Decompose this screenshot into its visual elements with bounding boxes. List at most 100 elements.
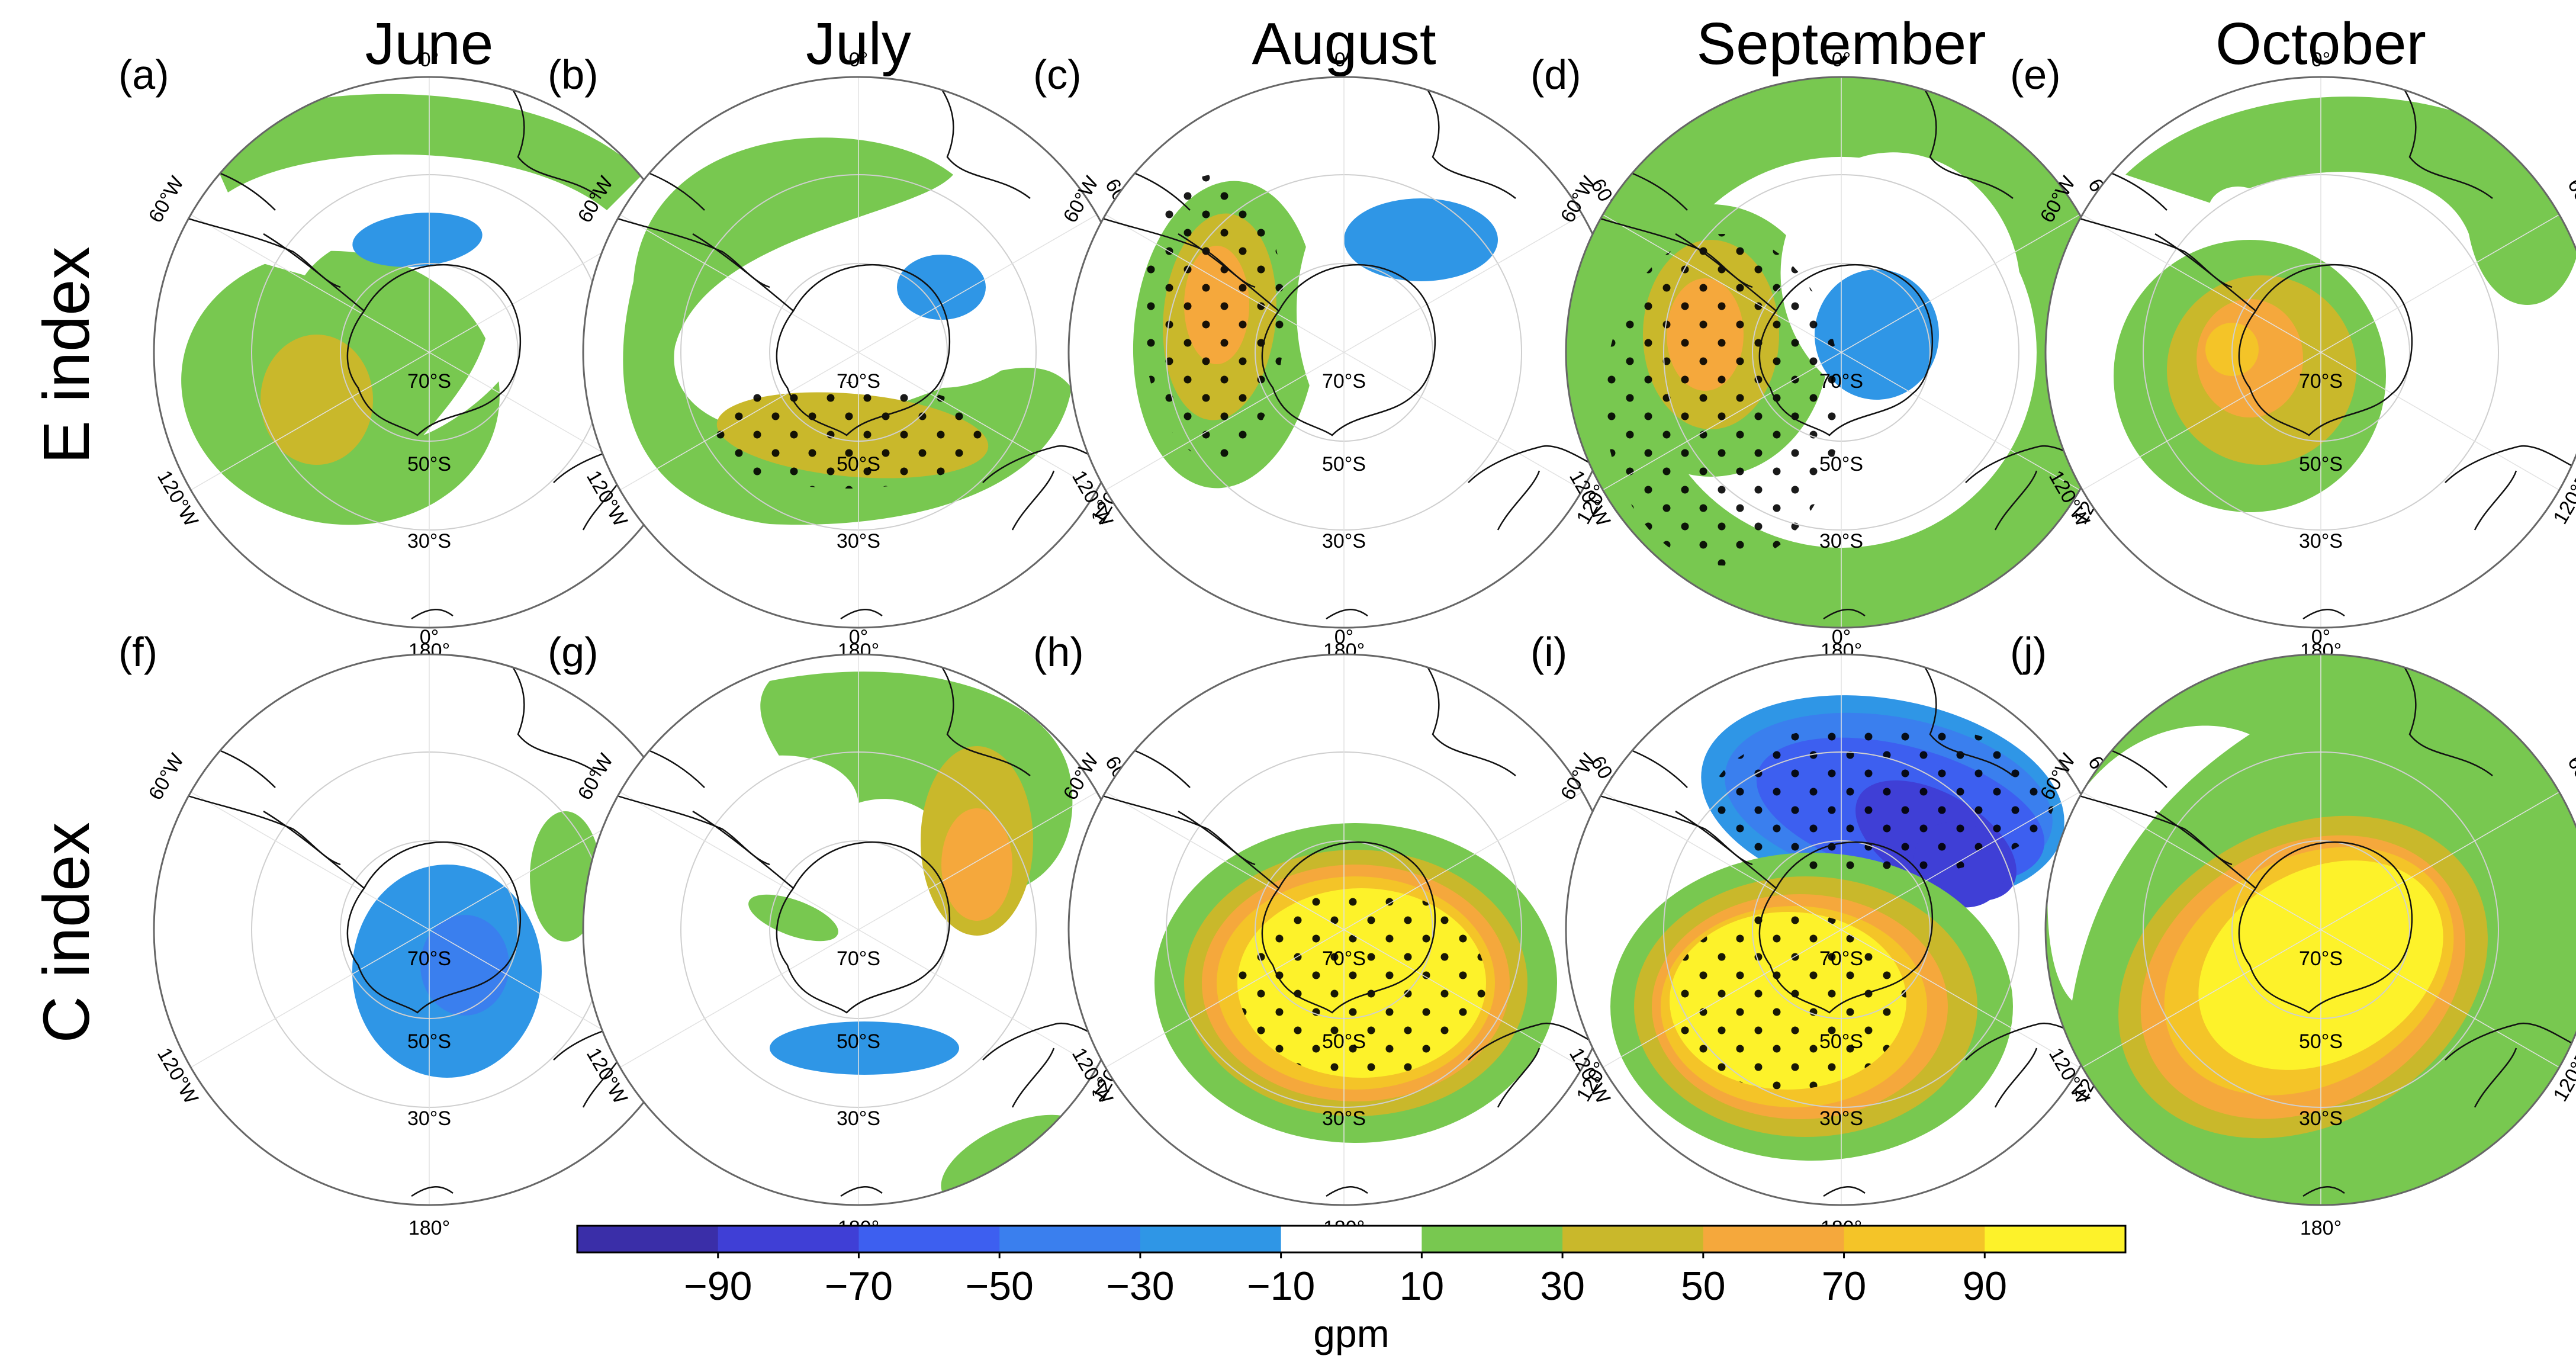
- panel-i-coastline-0: [1758, 841, 1934, 1014]
- panel-c-coastline-7: [1497, 470, 1541, 531]
- panel-c-latitude-label-2: 30°S: [1322, 530, 1366, 552]
- panel-d-coastline-4: [1917, 79, 2014, 199]
- panel-c-coastline-6: [1468, 445, 1605, 483]
- month-header-july: July: [806, 11, 911, 77]
- month-header-june: June: [365, 11, 494, 77]
- panel-d-contour-5: [1815, 269, 1939, 400]
- panel-d-meridian-1: [1841, 214, 2080, 353]
- colorbar-segment-2: [858, 1226, 1000, 1252]
- panel-f-meridian-5: [190, 791, 430, 930]
- panel-d-coastline-1: [1675, 233, 1777, 311]
- panel-e-coastline-6: [2445, 445, 2576, 483]
- panel-c-coastline-8: [1326, 609, 1368, 620]
- panel-h-meridian-label-top: 0°: [1334, 626, 1354, 648]
- panel-h-latitude-label-2: 30°S: [1322, 1107, 1366, 1130]
- panel-label-e: (e): [2010, 52, 2061, 98]
- colorbar-segment-6: [1422, 1226, 1563, 1252]
- panel-e-coastline-7: [2474, 470, 2517, 531]
- panel-j-meridian-5: [2082, 791, 2321, 930]
- panel-h-contour-0: [1071, 657, 1433, 1190]
- panel-d-latitude-label-0: 70°S: [1819, 370, 1863, 393]
- panel-g-meridian-2: [858, 929, 1098, 1068]
- panel-c-meridian-4: [1105, 352, 1345, 491]
- panel-a-latitude-label-1: 50°S: [407, 453, 451, 476]
- colorbar: −90 −70 −50 −30 −10 10 30 50 70 90 gpm: [576, 1225, 2127, 1355]
- panel-j-meridian-label-bottom: 180°: [2300, 1217, 2342, 1239]
- panel-j-coastline-1: [2154, 810, 2256, 889]
- panel-i-latitude-label-2: 30°S: [1819, 1107, 1863, 1130]
- panel-e-coastline-8: [2302, 609, 2345, 620]
- panel-d-coastline-7: [1994, 470, 2038, 531]
- panel-b-coastline-7: [1011, 470, 1055, 531]
- panel-label-i: (i): [1530, 629, 1567, 675]
- panel-h-meridian-4: [1105, 929, 1345, 1068]
- panel-h-meridian-1: [1343, 791, 1583, 930]
- panel-h-meridian-2: [1343, 929, 1583, 1068]
- panel-c-contours: [1095, 77, 1605, 628]
- panel-c-contour-4: [1344, 198, 1498, 281]
- panel-b-latitude-label-1: 50°S: [837, 453, 880, 476]
- panel-b-contours: [609, 77, 1120, 628]
- colorbar-segment-4: [1140, 1226, 1282, 1252]
- panel-i-coastline-8: [1823, 1186, 1866, 1197]
- panel-i-coastline-4: [1917, 657, 2014, 776]
- panel-e-meridian-label-right: 60°E: [2563, 175, 2576, 224]
- panel-a-coastline-0: [346, 264, 522, 436]
- colorbar-segment-7: [1562, 1226, 1704, 1252]
- panel-g-latitude-label-1: 50°S: [837, 1030, 880, 1053]
- panel-b-coastline-4: [934, 79, 1031, 199]
- panel-c-meridian-2: [1343, 352, 1583, 491]
- colorbar-tick-label-7: 50: [1681, 1264, 1726, 1309]
- panel-a-coastline-8: [411, 609, 454, 620]
- panel-b-coastline-8: [840, 609, 883, 620]
- panel-f-contour-2: [420, 915, 509, 1016]
- panel-d-coastline-2: [1592, 215, 1753, 288]
- panel-b-coastline-1: [692, 233, 794, 311]
- panel-j-contours: [2046, 654, 2576, 1205]
- panel-label-b: (b): [548, 52, 599, 98]
- panel-g-meridian-1: [858, 791, 1098, 930]
- panel-i-coastline-1: [1675, 810, 1777, 889]
- colorbar-segment-5: [1281, 1226, 1422, 1252]
- panel-d-latitude-label-2: 30°S: [1819, 530, 1863, 552]
- panel-d-contours: [1566, 77, 2117, 628]
- panel-g-meridian-label-top: 0°: [849, 626, 869, 648]
- panel-f-latitude-label-0: 70°S: [407, 947, 451, 970]
- panel-h-latitude-label-0: 70°S: [1322, 947, 1366, 970]
- month-headers: June July August September October: [365, 11, 2426, 77]
- panel-b-coastline-0: [776, 264, 951, 436]
- panel-d-meridian-4: [1602, 352, 1842, 491]
- panel-g-contour-4: [686, 755, 1043, 1102]
- panel-label-f: (f): [118, 629, 157, 675]
- panel-label-g: (g): [548, 629, 599, 675]
- panel-f-coastline-8: [411, 1186, 454, 1197]
- panel-e-meridian-4: [2082, 352, 2321, 491]
- panel-a-meridian-label-left: 60°W: [144, 172, 189, 226]
- panel-d-stippling-0: [1604, 234, 1841, 566]
- colorbar-frame: [576, 1225, 2127, 1254]
- colorbar-segment-9: [1844, 1226, 1985, 1252]
- panel-c-meridian-label-top: 0°: [1334, 49, 1354, 71]
- panel-i-latitude-label-0: 70°S: [1819, 947, 1863, 970]
- panel-j-latitude-label-1: 50°S: [2299, 1030, 2343, 1053]
- panel-j-latitude-label-2: 30°S: [2299, 1107, 2343, 1130]
- panel-g-latitude-label-2: 30°S: [837, 1107, 880, 1130]
- panel-e-coastline-2: [2072, 215, 2233, 288]
- colorbar-segment-10: [1985, 1226, 2126, 1252]
- panel-label-a: (a): [118, 52, 169, 98]
- panel-j-contour-1: [2047, 725, 2250, 1001]
- panel-g-coastline-1: [692, 810, 794, 889]
- panel-e-contours: [2072, 77, 2576, 628]
- panel-j-coastline-6: [2445, 1022, 2576, 1061]
- panel-a-contour-0: [204, 94, 642, 210]
- panel-a-latitude-label-0: 70°S: [407, 370, 451, 393]
- panel-a-coastline-2: [180, 215, 341, 288]
- panel-i-coastline-2: [1592, 792, 1753, 866]
- panel-e-contour-0: [2125, 97, 2576, 305]
- panel-j-coastline-0: [2238, 841, 2413, 1014]
- panel-label-h: (h): [1033, 629, 1084, 675]
